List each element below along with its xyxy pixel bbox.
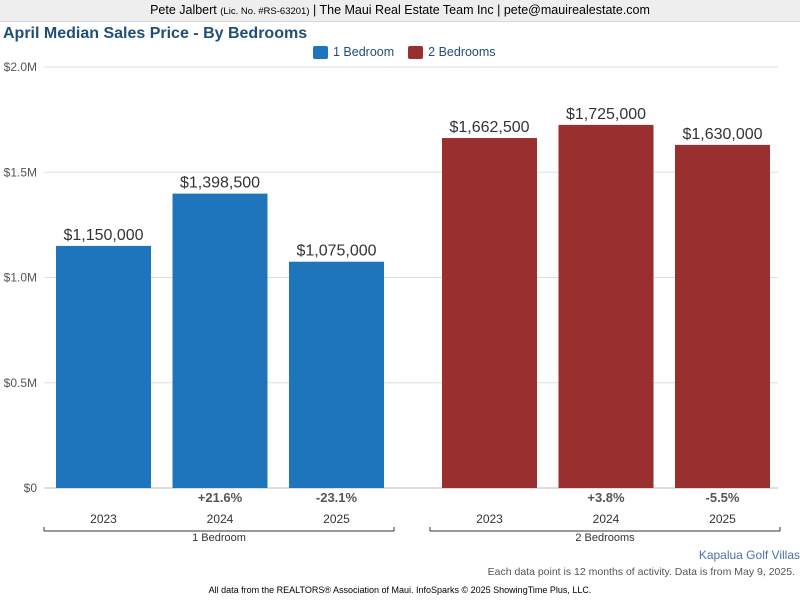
y-tick-label: $1.0M [4,271,37,285]
bar [442,138,537,488]
legend-item-1-bedroom[interactable]: 1 Bedroom [313,45,394,59]
region-label: Kapalua Golf Villas [698,548,800,562]
bar [289,261,384,488]
x-tick-label: 2023 [476,512,503,526]
x-tick-label: 2023 [90,512,117,526]
group-label: 1 Bedroom [192,532,246,544]
x-tick-label: 2024 [593,512,620,526]
bar-value-label: $1,398,500 [180,175,260,192]
percent-change-label: -23.1% [316,490,358,505]
agent-name: Pete Jalbert [150,3,217,17]
percent-change-label: -5.5% [706,490,740,505]
y-tick-label: $2.0M [4,60,37,74]
legend-label-1-bedroom: 1 Bedroom [333,45,395,59]
legend-label-2-bedrooms: 2 Bedrooms [428,45,496,59]
legend: 1 Bedroom 2 Bedrooms [313,45,510,59]
y-tick-label: $0.5M [4,376,37,390]
x-tick-label: 2025 [709,512,736,526]
bar-value-label: $1,662,500 [449,119,529,136]
bar [56,245,151,488]
bar-value-label: $1,150,000 [63,227,143,244]
y-tick-label: $1.5M [4,165,37,179]
bar-value-label: $1,075,000 [296,243,376,260]
company-and-email: | The Maui Real Estate Team Inc | pete@m… [312,3,650,17]
bar [558,124,654,488]
legend-item-2-bedrooms[interactable]: 2 Bedrooms [408,45,496,59]
legend-swatch-2-bedrooms [408,45,424,59]
data-note: Each data point is 12 months of activity… [487,566,795,578]
percent-change-label: +3.8% [587,490,625,505]
agent-license: (Lic. No. #RS-63201) [220,6,310,17]
header-bar: Pete Jalbert (Lic. No. #RS-63201) | The … [0,0,800,22]
legend-swatch-1-bedroom [313,45,328,59]
group-label: 2 Bedrooms [575,532,635,544]
chart-title: April Median Sales Price - By Bedrooms [3,25,308,42]
x-tick-label: 2025 [323,512,350,526]
bar-value-label: $1,630,000 [682,126,762,143]
bar [172,193,268,488]
y-tick-label: $0 [24,481,38,495]
x-tick-label: 2024 [207,512,234,526]
bar [675,144,770,488]
data-source: All data from the REALTORS® Association … [208,585,592,595]
percent-change-label: +21.6% [198,490,243,505]
bar-value-label: $1,725,000 [566,106,646,123]
